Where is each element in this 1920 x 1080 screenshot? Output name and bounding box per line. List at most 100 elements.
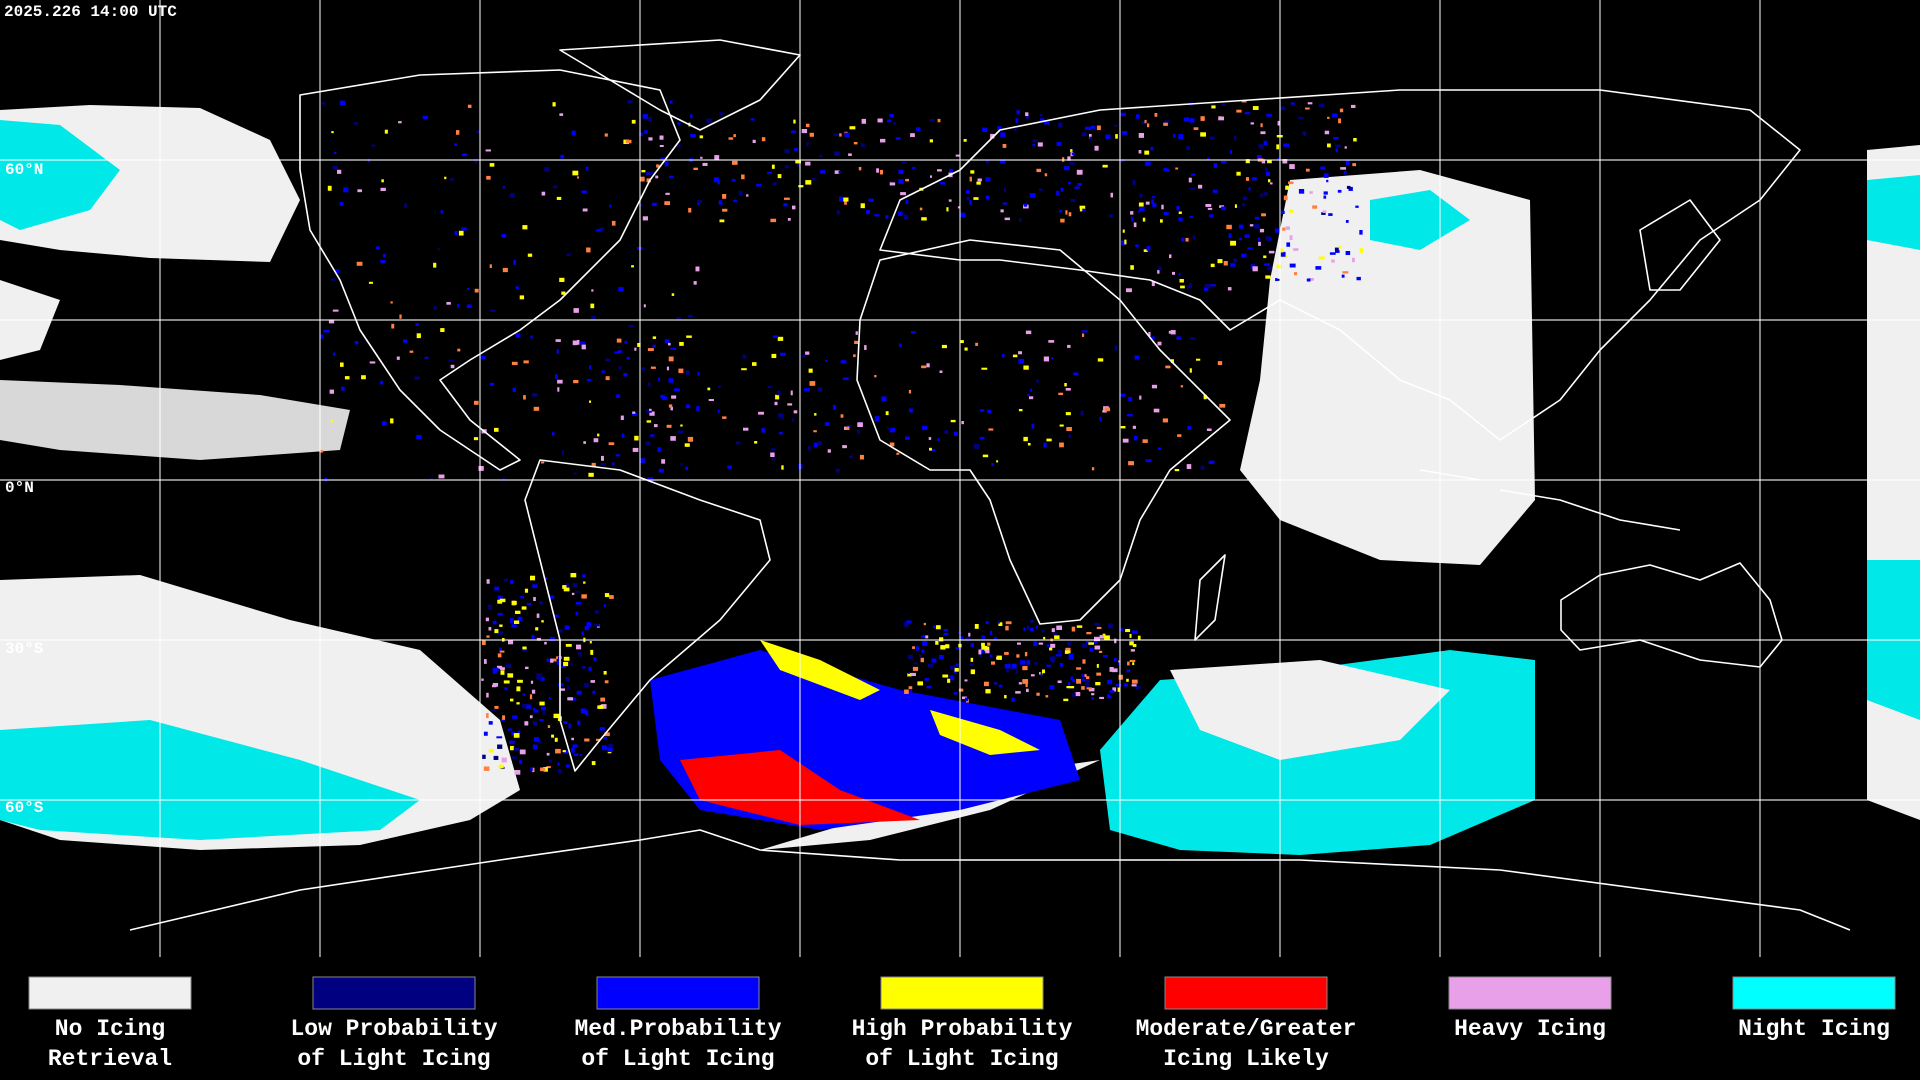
speckle	[509, 740, 515, 745]
legend-label: Icing Likely	[1163, 1046, 1329, 1072]
speckle	[586, 247, 591, 253]
speckle	[1129, 659, 1136, 663]
speckle	[997, 126, 1002, 131]
speckle	[607, 748, 613, 753]
speckle	[357, 189, 362, 193]
speckle	[340, 362, 344, 367]
speckle	[1312, 205, 1318, 209]
speckle	[416, 435, 422, 440]
legend-label: Moderate/Greater	[1136, 1016, 1357, 1042]
speckle	[320, 449, 324, 453]
speckle	[1233, 258, 1237, 263]
speckle	[416, 333, 421, 339]
speckle	[1185, 237, 1189, 242]
speckle	[1160, 219, 1163, 223]
speckle	[1037, 142, 1043, 147]
speckle	[668, 356, 674, 362]
speckle	[854, 340, 859, 345]
speckle	[1094, 636, 1100, 642]
speckle	[1018, 409, 1023, 412]
speckle	[793, 410, 798, 414]
speckle	[627, 100, 633, 104]
coastline	[559, 39, 801, 131]
speckle	[567, 697, 574, 701]
speckle	[1064, 649, 1071, 654]
speckle	[680, 462, 683, 466]
latitude-label: 0°N	[5, 479, 34, 497]
speckle	[761, 428, 766, 433]
speckle	[458, 230, 464, 236]
speckle	[1259, 228, 1265, 233]
speckle	[642, 216, 648, 221]
speckle	[1241, 253, 1247, 258]
speckle	[801, 129, 808, 134]
speckle	[784, 165, 789, 169]
speckle	[796, 162, 800, 167]
speckle	[1067, 344, 1071, 348]
speckle	[491, 709, 497, 712]
speckle	[1261, 159, 1266, 164]
speckle	[881, 396, 887, 402]
speckle	[499, 650, 505, 653]
speckle	[339, 202, 344, 206]
speckle	[1122, 131, 1128, 135]
speckle	[772, 182, 777, 185]
speckle	[519, 749, 526, 755]
speckle	[330, 419, 334, 423]
speckle	[889, 182, 896, 186]
speckle	[398, 121, 402, 124]
speckle	[1315, 266, 1322, 270]
speckle	[1359, 248, 1364, 253]
speckle	[1003, 188, 1007, 193]
speckle	[1289, 209, 1294, 213]
speckle	[861, 118, 867, 124]
speckle	[497, 631, 503, 636]
speckle	[1000, 209, 1004, 213]
speckle	[1050, 656, 1056, 661]
speckle	[1338, 118, 1341, 124]
speckle	[628, 324, 634, 328]
speckle	[957, 206, 961, 209]
speckle	[461, 227, 467, 231]
speckle	[805, 123, 810, 128]
speckle	[650, 171, 655, 175]
speckle	[559, 113, 564, 116]
speckle	[440, 210, 443, 214]
speckle	[1172, 271, 1176, 275]
speckle	[955, 663, 959, 667]
speckle	[1344, 146, 1347, 149]
speckle	[844, 201, 847, 205]
speckle	[1046, 438, 1052, 442]
speckle	[774, 401, 778, 406]
speckle	[1076, 169, 1083, 175]
speckle	[494, 629, 499, 634]
speckle	[860, 203, 865, 209]
speckle	[843, 197, 849, 202]
speckle	[530, 680, 534, 684]
speckle	[861, 143, 865, 148]
speckle	[707, 387, 711, 391]
speckle	[546, 658, 553, 663]
speckle	[838, 170, 842, 174]
speckle	[600, 697, 606, 702]
speckle	[474, 158, 477, 164]
speckle	[1318, 103, 1325, 107]
speckle	[581, 631, 584, 636]
speckle	[618, 287, 624, 292]
speckle	[1165, 365, 1171, 369]
speckle	[793, 119, 796, 124]
speckle	[1046, 644, 1050, 647]
speckle	[1015, 670, 1018, 674]
speckle	[1230, 263, 1235, 267]
speckle	[580, 341, 586, 345]
speckle	[733, 199, 738, 203]
speckle	[1283, 195, 1288, 201]
latitude-label: 30°S	[5, 640, 44, 658]
speckle	[1128, 461, 1135, 466]
speckle	[1260, 192, 1263, 198]
speckle	[586, 378, 592, 382]
speckle	[970, 669, 976, 675]
speckle	[982, 454, 989, 458]
speckle	[454, 143, 457, 147]
